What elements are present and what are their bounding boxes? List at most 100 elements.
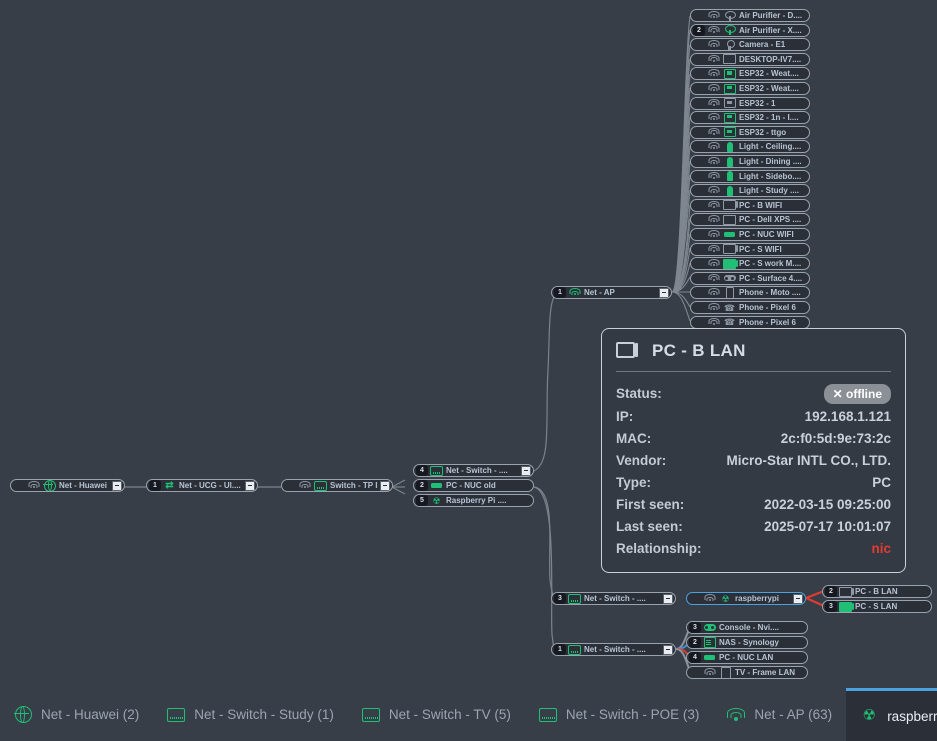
- node-nas-synology[interactable]: 2 NAS - Synology: [686, 636, 808, 649]
- wifi-icon: [707, 244, 720, 255]
- node-console-nvidia[interactable]: 3 Console - Nvi....: [686, 621, 808, 634]
- node-badge: [693, 83, 705, 94]
- tooltip-row-value: 2c:f0:5d:9e:73:2c: [780, 431, 891, 446]
- node-label: Light - Sidebo....: [739, 171, 802, 181]
- ap-client-node[interactable]: Light - Dining ....: [690, 155, 810, 168]
- node-label: Net - Switch - ....: [584, 645, 646, 654]
- ap-client-node[interactable]: Air Purifier - D....: [690, 9, 810, 22]
- expander-toggle[interactable]: [112, 480, 122, 491]
- node-label: Phone - Pixel 6: [739, 303, 796, 312]
- node-net-ucg[interactable]: 1 ⇄ Net - UCG - Ul....: [146, 479, 258, 492]
- node-pc-nuc-lan[interactable]: 4 PC - NUC LAN: [686, 651, 808, 664]
- node-tv-frame-lan[interactable]: TV - Frame LAN: [686, 666, 808, 679]
- bulb-icon: [723, 185, 736, 196]
- expander-toggle[interactable]: [521, 465, 531, 476]
- monitor-icon: [723, 214, 736, 225]
- ap-client-node[interactable]: Light - Study ....: [690, 184, 810, 198]
- expander-toggle[interactable]: [793, 593, 803, 604]
- ap-client-node[interactable]: PC - S work M....: [690, 257, 810, 271]
- expander-toggle[interactable]: [663, 593, 673, 604]
- tooltip-row-value: ✕ offline: [710, 382, 891, 406]
- node-switch-tplink[interactable]: Switch - TP li....: [281, 479, 393, 492]
- node-raspberry-pi[interactable]: 5 ☢ Raspberry Pi ....: [413, 494, 534, 507]
- wifi-icon: [707, 156, 720, 167]
- network-tab-bar[interactable]: Net - Huawei (2) Net - Switch - Study (1)…: [0, 688, 937, 741]
- switch-icon: [568, 644, 581, 655]
- node-pc-nuc-old[interactable]: 2 PC - NUC old: [413, 479, 534, 492]
- tooltip-row: Last seen: 2025-07-17 10:01:07: [616, 516, 891, 538]
- ap-client-node[interactable]: Camera - E1: [690, 38, 810, 52]
- node-badge: [693, 214, 705, 225]
- ap-client-node[interactable]: PC - B WIFI: [690, 198, 810, 212]
- tooltip-row-key: IP:: [616, 409, 634, 424]
- switch-icon: [430, 465, 443, 476]
- node-pc-b-lan[interactable]: 2 PC - B LAN: [822, 585, 932, 598]
- ap-client-node[interactable]: Phone - Moto ....: [690, 286, 810, 300]
- ap-client-node[interactable]: ☎ Phone - Pixel 6: [690, 315, 810, 329]
- expander-toggle[interactable]: [245, 480, 255, 491]
- ap-client-node[interactable]: DESKTOP-IV7....: [690, 52, 810, 66]
- monitor-icon: [723, 54, 736, 65]
- nic-icon: [430, 480, 443, 491]
- expander-toggle[interactable]: [380, 480, 390, 491]
- wifi-icon: [707, 127, 720, 138]
- ap-client-node[interactable]: PC - Dell XPS ....: [690, 213, 810, 227]
- node-net-ap[interactable]: 1 Net - AP: [551, 286, 672, 299]
- node-pc-s-lan[interactable]: 3 PC - S LAN: [822, 600, 932, 613]
- node-badge: [693, 302, 705, 313]
- ap-client-node[interactable]: PC - NUC WIFI: [690, 228, 810, 241]
- tab-net-switch-tv-5[interactable]: Net - Switch - TV (5): [348, 688, 525, 741]
- tab-net-huawei-2[interactable]: Net - Huawei (2): [0, 688, 153, 741]
- globe-icon: [14, 705, 32, 723]
- ap-client-node[interactable]: Light - Ceiling....: [690, 140, 810, 154]
- node-raspberrypi-selected[interactable]: ☢ raspberrypi: [686, 592, 806, 605]
- node-net-switch-poe[interactable]: 1 Net - Switch - ....: [551, 643, 676, 656]
- tooltip-row-key: Last seen:: [616, 519, 683, 534]
- node-badge: [693, 244, 705, 255]
- node-badge: 5: [416, 495, 428, 506]
- expander-toggle[interactable]: [663, 644, 673, 655]
- ap-client-node[interactable]: 2 Air Purifier - X....: [690, 23, 810, 37]
- tooltip-row: IP: 192.168.1.121: [616, 406, 891, 428]
- chip-icon: [723, 83, 736, 94]
- ap-client-node[interactable]: PC - S WIFI: [690, 242, 810, 256]
- node-label: PC - S work M....: [739, 259, 802, 269]
- node-badge: 2: [689, 637, 701, 648]
- node-label: Phone - Pixel 6: [739, 317, 796, 327]
- tab-label: Net - AP (63): [754, 707, 833, 722]
- node-badge: 2: [825, 586, 837, 597]
- ap-client-node[interactable]: ESP32 - ttgo: [690, 125, 810, 139]
- ap-client-node[interactable]: Light - Sidebo....: [690, 169, 810, 183]
- wifi-icon: [707, 112, 720, 123]
- node-label: PC - Dell XPS ....: [739, 215, 802, 225]
- wifi-icon: [707, 317, 720, 328]
- tooltip-row: First seen: 2022-03-15 09:25:00: [616, 494, 891, 516]
- nas-icon: [703, 637, 716, 648]
- tab-net-ap-63[interactable]: Net - AP (63): [713, 688, 846, 741]
- wifi-icon: [703, 593, 716, 604]
- node-label: raspberrypi: [735, 594, 780, 603]
- node-badge: 1: [554, 644, 566, 655]
- ap-client-node[interactable]: ESP32 - 1n - I....: [690, 111, 810, 125]
- tooltip-title: PC - B LAN: [652, 341, 746, 360]
- tooltip-row-value: 192.168.1.121: [804, 409, 891, 424]
- ap-client-node[interactable]: ESP32 - 1: [690, 96, 810, 110]
- pc-icon: [723, 200, 738, 211]
- ap-client-node[interactable]: ESP32 - Weat....: [690, 82, 810, 95]
- ap-client-node[interactable]: ☎ Phone - Pixel 6: [690, 301, 810, 314]
- node-label: NAS - Synology: [719, 638, 780, 647]
- tab-net-switch-study-1[interactable]: Net - Switch - Study (1): [153, 688, 348, 741]
- node-net-switch-main[interactable]: 4 Net - Switch - ....: [413, 464, 534, 477]
- ap-client-node[interactable]: PC - Surface 4....: [690, 271, 810, 285]
- switch-icon: [314, 480, 327, 491]
- expander-toggle[interactable]: [659, 287, 669, 298]
- node-net-switch-rpi[interactable]: 3 Net - Switch - ....: [551, 592, 676, 605]
- tab-label: Net - Switch - POE (3): [565, 707, 700, 722]
- wifi-icon: [707, 39, 720, 50]
- ap-client-node[interactable]: ESP32 - Weat....: [690, 67, 810, 81]
- node-net-huawei[interactable]: Net - Huawei: [10, 479, 125, 492]
- tab-net-switch-poe-3[interactable]: Net - Switch - POE (3): [525, 688, 714, 741]
- node-label: TV - Frame LAN: [735, 668, 796, 677]
- tab-raspberrypi-2[interactable]: ☢ raspberrypi (2): [846, 688, 937, 741]
